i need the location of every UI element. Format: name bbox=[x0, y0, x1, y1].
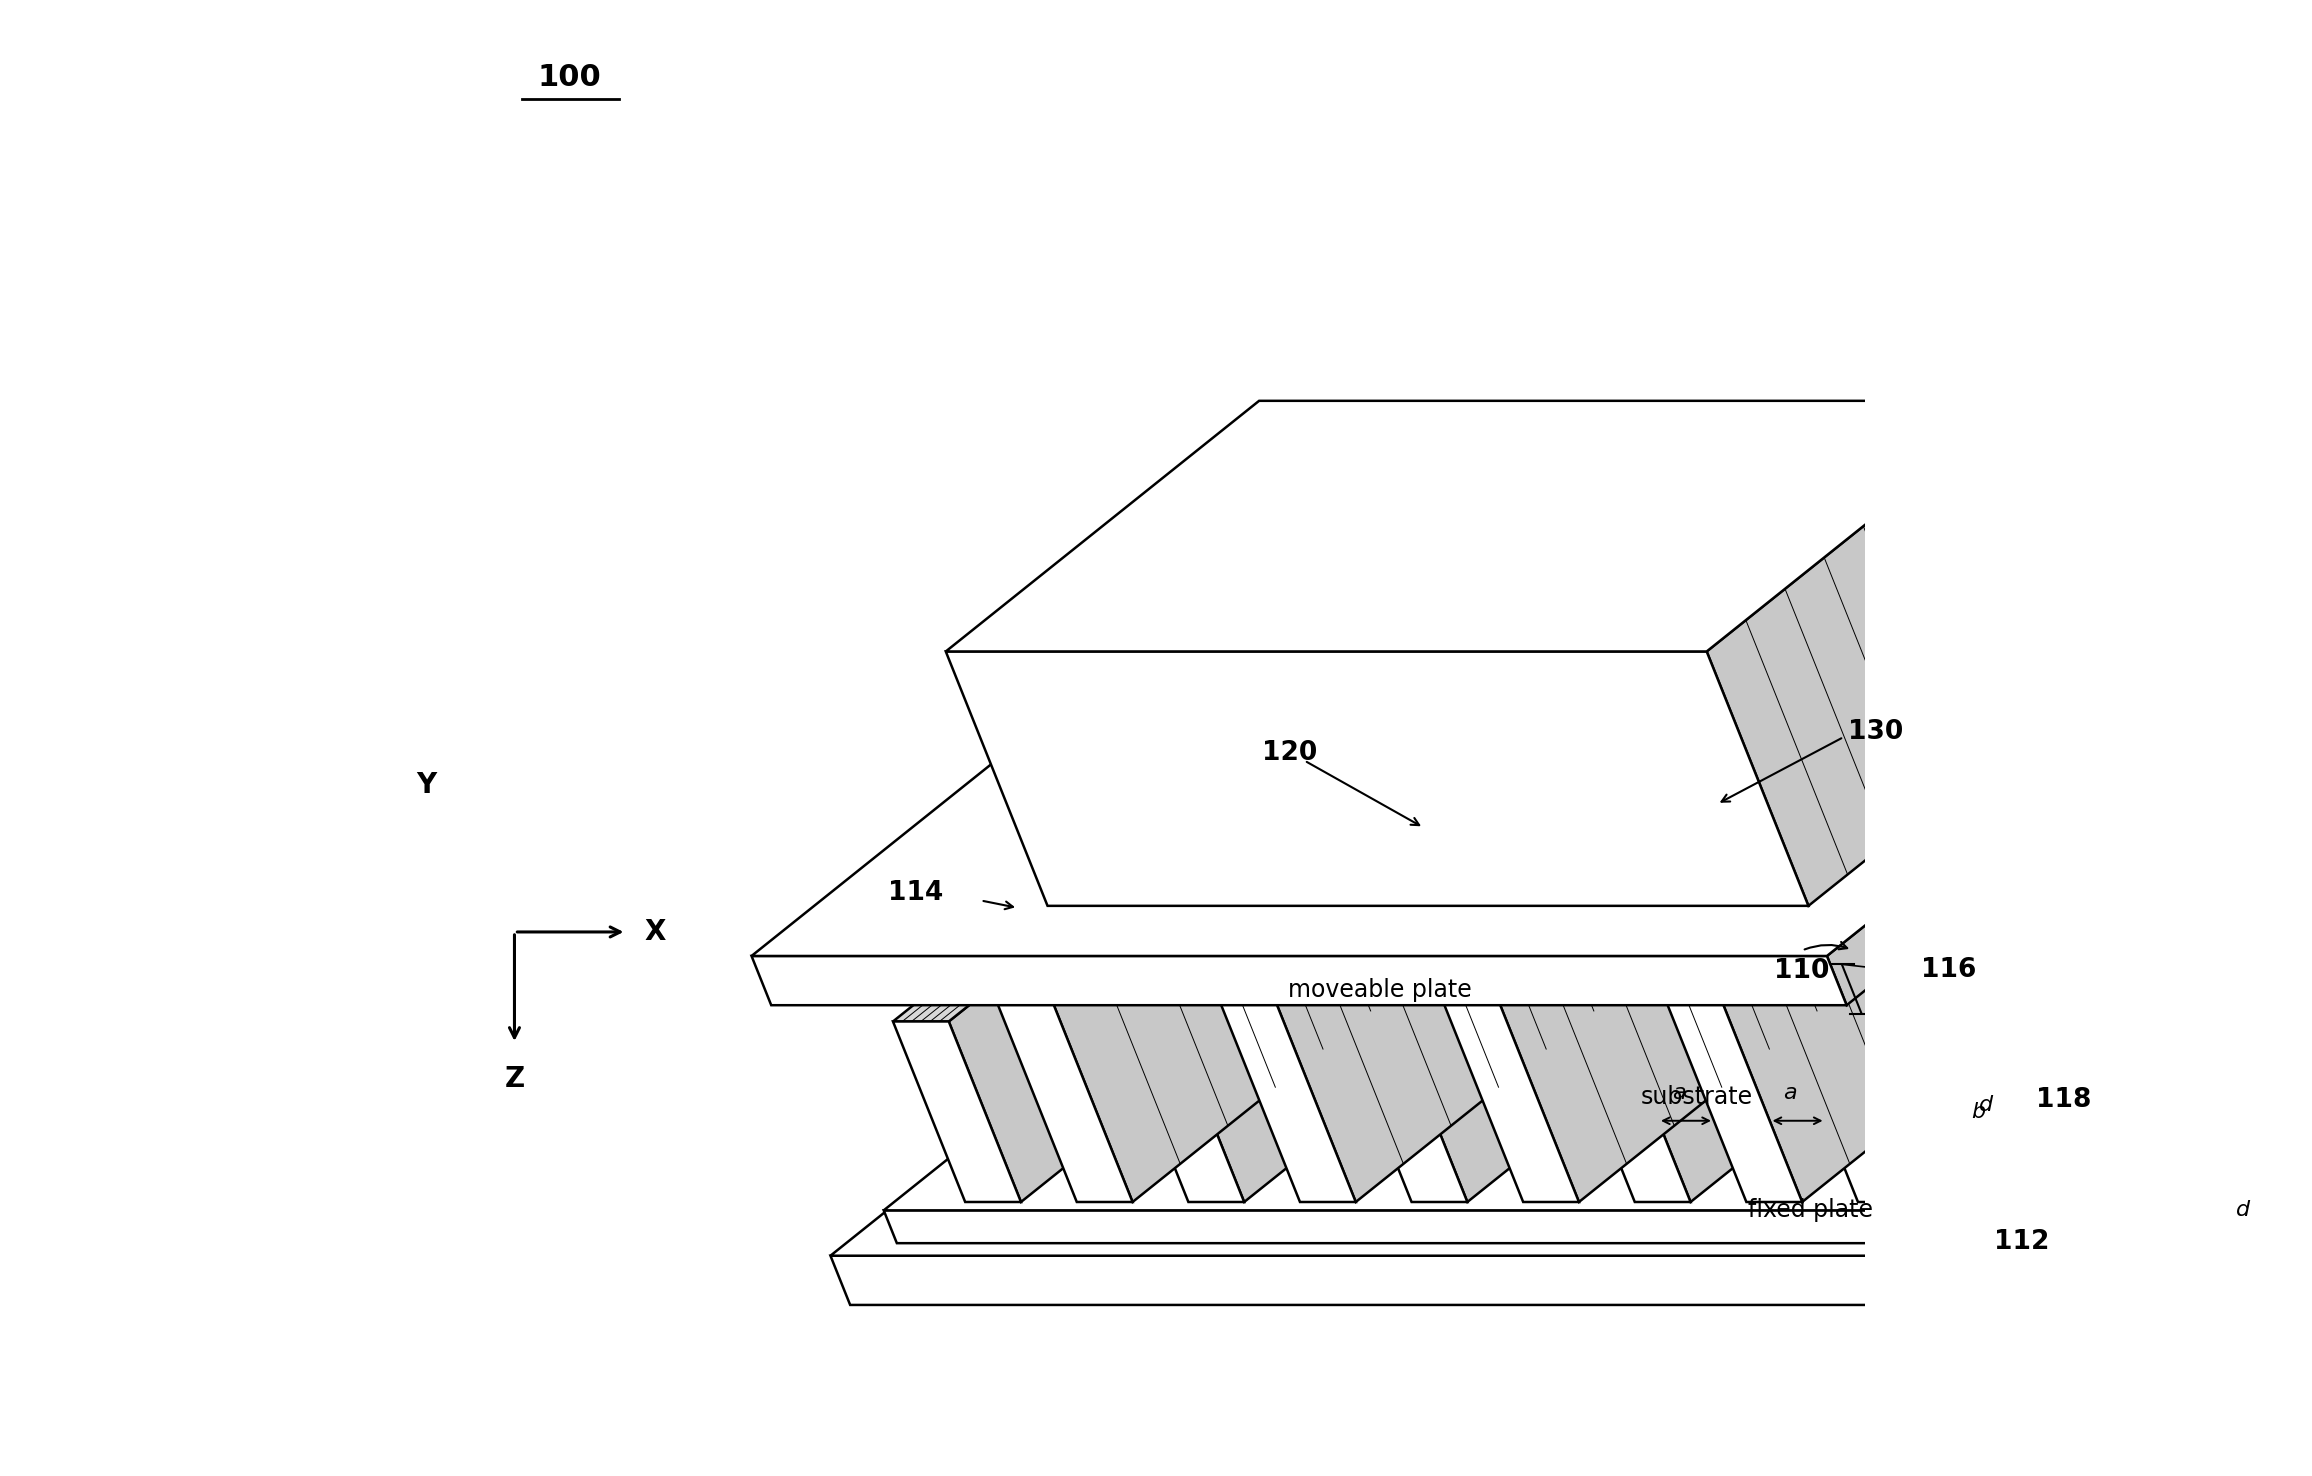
Text: b: b bbox=[1972, 1101, 1986, 1122]
Polygon shape bbox=[1563, 1021, 1690, 1201]
Polygon shape bbox=[830, 1256, 1965, 1305]
Polygon shape bbox=[2111, 692, 2312, 996]
Text: moveable plate: moveable plate bbox=[1288, 977, 1470, 1002]
Polygon shape bbox=[883, 1210, 1912, 1243]
Polygon shape bbox=[1218, 996, 1355, 1201]
Text: fixed plate: fixed plate bbox=[1748, 1197, 1873, 1222]
Polygon shape bbox=[1274, 692, 1736, 1201]
Polygon shape bbox=[1706, 401, 2122, 906]
Polygon shape bbox=[1898, 880, 2312, 1243]
Text: substrate: substrate bbox=[1642, 1085, 1752, 1108]
Polygon shape bbox=[1665, 996, 1801, 1201]
Polygon shape bbox=[1843, 716, 2296, 1201]
Polygon shape bbox=[1826, 626, 2259, 1005]
Polygon shape bbox=[2065, 716, 2312, 1201]
Polygon shape bbox=[883, 880, 2310, 1210]
Polygon shape bbox=[1339, 1021, 1468, 1201]
Polygon shape bbox=[1944, 692, 2312, 1201]
Polygon shape bbox=[2009, 1021, 2136, 1201]
Polygon shape bbox=[994, 996, 1133, 1201]
Text: Z: Z bbox=[504, 1064, 525, 1092]
Polygon shape bbox=[1440, 996, 1579, 1201]
Text: X: X bbox=[645, 918, 666, 946]
Polygon shape bbox=[1339, 716, 1776, 1021]
Text: 120: 120 bbox=[1262, 739, 1318, 766]
Polygon shape bbox=[1117, 1021, 1244, 1201]
Polygon shape bbox=[1947, 900, 2312, 1305]
Text: 116: 116 bbox=[1921, 956, 1977, 983]
Text: 130: 130 bbox=[1847, 719, 1903, 745]
Polygon shape bbox=[1274, 900, 2312, 951]
Polygon shape bbox=[1394, 716, 1850, 1201]
Text: 118: 118 bbox=[2037, 1086, 2092, 1113]
Polygon shape bbox=[830, 900, 2312, 1256]
Text: d: d bbox=[1979, 1095, 1993, 1116]
Text: 112: 112 bbox=[1995, 1228, 2051, 1255]
Text: a: a bbox=[1672, 1083, 1685, 1103]
Text: 114: 114 bbox=[888, 880, 943, 906]
Polygon shape bbox=[946, 401, 2021, 651]
Polygon shape bbox=[948, 716, 1401, 1201]
Polygon shape bbox=[1496, 692, 1961, 1201]
Polygon shape bbox=[2111, 996, 2250, 1201]
Polygon shape bbox=[751, 956, 1847, 1005]
Polygon shape bbox=[1563, 716, 2000, 1021]
Polygon shape bbox=[994, 692, 1431, 996]
Polygon shape bbox=[2009, 716, 2312, 1021]
Polygon shape bbox=[946, 651, 1808, 906]
Polygon shape bbox=[1785, 716, 2222, 1021]
Polygon shape bbox=[1050, 692, 1514, 1201]
Polygon shape bbox=[2166, 692, 2312, 1201]
Polygon shape bbox=[1665, 692, 2102, 996]
Polygon shape bbox=[892, 1021, 1022, 1201]
Polygon shape bbox=[1440, 692, 1877, 996]
Polygon shape bbox=[1618, 716, 2072, 1201]
Text: 110: 110 bbox=[1773, 958, 1829, 984]
Polygon shape bbox=[751, 626, 2240, 956]
Polygon shape bbox=[1117, 716, 1554, 1021]
Polygon shape bbox=[1887, 996, 2025, 1201]
Polygon shape bbox=[1720, 692, 2183, 1201]
Polygon shape bbox=[1887, 692, 2312, 996]
Text: a: a bbox=[1783, 1083, 1796, 1103]
Polygon shape bbox=[1172, 716, 1625, 1201]
Polygon shape bbox=[1218, 692, 1655, 996]
Text: 100: 100 bbox=[539, 62, 601, 92]
Text: Y: Y bbox=[416, 770, 437, 799]
Polygon shape bbox=[1785, 1021, 1914, 1201]
Text: d: d bbox=[2236, 1200, 2250, 1221]
Polygon shape bbox=[892, 716, 1329, 1021]
